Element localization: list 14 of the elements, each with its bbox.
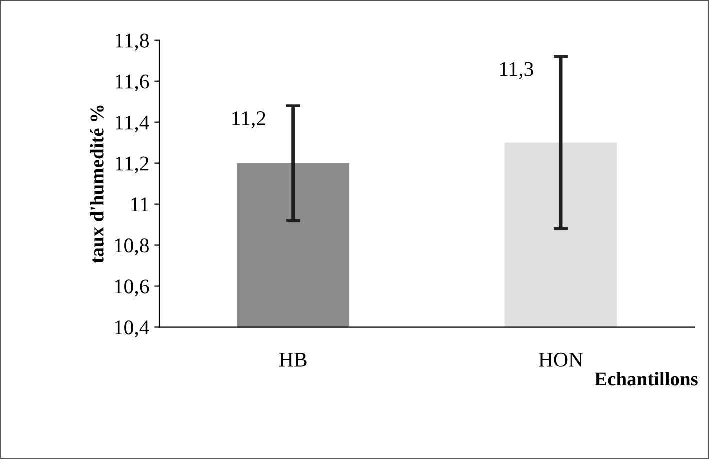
y-tick-label: 11,6 [116, 74, 150, 92]
y-tick-label: 11,4 [116, 116, 150, 133]
y-tick-label: 10,6 [115, 280, 150, 297]
y-tick-label: 11,2 [116, 156, 149, 174]
x-axis-title: Echantillons [594, 372, 698, 386]
y-axis-title: taux d'humedité % [90, 106, 104, 264]
y-tick-label: 11,8 [116, 34, 150, 51]
y-tick-label: 10,4 [115, 320, 150, 338]
x-tick-label: HON [539, 352, 584, 367]
x-tick-label: HB [279, 353, 307, 367]
data-label: 11,3 [500, 62, 534, 80]
y-tick-label: 10,8 [115, 238, 150, 256]
y-tick-label: 11 [132, 198, 149, 212]
data-label: 11,2 [232, 112, 266, 129]
